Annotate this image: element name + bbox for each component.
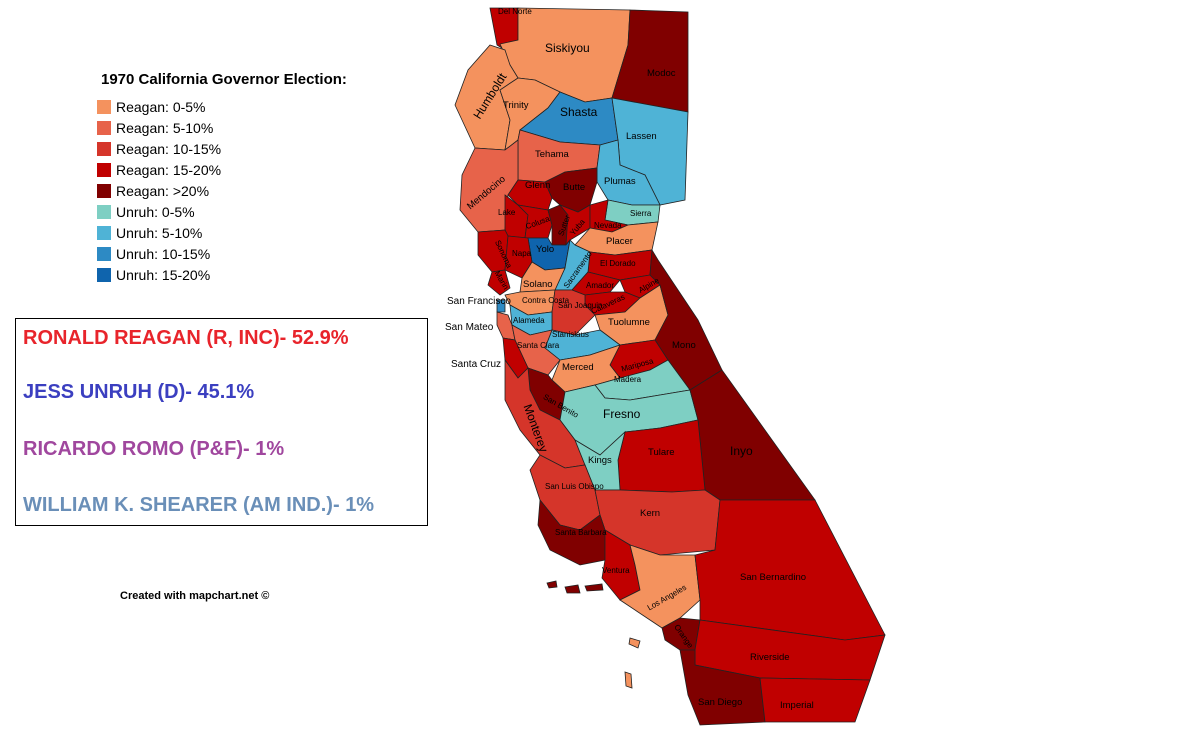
label-fresno: Fresno [603, 407, 641, 421]
label-del-norte: Del Norte [498, 7, 532, 16]
label-san-joaquin: San Joaquin [558, 301, 602, 310]
legend-swatch [97, 246, 111, 261]
legend-swatch [97, 267, 111, 282]
map-legend: 1970 California Governor Election: Reaga… [97, 70, 347, 285]
county-imperial [759, 677, 871, 723]
label-glenn: Glenn [525, 180, 550, 191]
label-imperial: Imperial [780, 700, 814, 711]
legend-label: Unruh: 10-15% [116, 245, 211, 262]
county-yuba [558, 204, 591, 247]
label-sierra: Sierra [630, 209, 652, 218]
legend-label: Reagan: 5-10% [116, 119, 214, 136]
legend-swatch [97, 204, 111, 219]
label-mono: Mono [672, 340, 696, 351]
result-romo: RICARDO ROMO (P&F)- 1% [23, 438, 285, 460]
legend-swatch [97, 162, 111, 177]
label-san-francisco: San Francisco [447, 296, 511, 307]
legend-item: Unruh: 5-10% [97, 222, 347, 243]
legend-item: Reagan: 15-20% [97, 159, 347, 180]
result-reagan: RONALD REAGAN (R, INC)- 52.9% [23, 327, 349, 349]
label-tehama: Tehama [535, 149, 570, 160]
label-placer: Placer [606, 236, 633, 247]
label-lassen: Lassen [626, 131, 657, 142]
island-san-miguel [546, 580, 558, 589]
legend-swatch [97, 183, 111, 198]
legend-item: Unruh: 15-20% [97, 264, 347, 285]
label-alameda: Alameda [513, 316, 545, 325]
legend-swatch [97, 141, 111, 156]
label-madera: Madera [614, 375, 642, 384]
label-san-bernardino: San Bernardino [740, 572, 806, 583]
legend-swatch [97, 225, 111, 240]
island-san-clemente [624, 671, 633, 689]
county-marin [487, 269, 511, 296]
label-san-diego: San Diego [698, 697, 742, 708]
label-kern: Kern [640, 508, 660, 519]
result-shearer: WILLIAM K. SHEARER (AM IND.)- 1% [23, 494, 375, 516]
label-butte: Butte [563, 182, 585, 193]
label-contra-costa: Contra Costa [522, 296, 570, 305]
label-modoc: Modoc [647, 68, 676, 79]
legend-item: Reagan: 10-15% [97, 138, 347, 159]
label-ventura: Ventura [602, 566, 630, 575]
island-santa-rosa [564, 584, 581, 594]
credit-text: Created with mapchart.net © [120, 590, 270, 602]
legend-label: Unruh: 0-5% [116, 203, 195, 220]
label-tuolumne: Tuolumne [608, 317, 650, 328]
legend-item: Unruh: 10-15% [97, 243, 347, 264]
legend-item: Reagan: >20% [97, 180, 347, 201]
legend-label: Unruh: 5-10% [116, 224, 203, 241]
label-plumas: Plumas [604, 176, 636, 187]
county-san-francisco [496, 299, 506, 313]
label-san-luis: San Luis Obispo [545, 482, 604, 491]
label-inyo: Inyo [730, 444, 753, 458]
legend-label: Unruh: 15-20% [116, 266, 211, 283]
label-shasta: Shasta [560, 105, 598, 119]
county-inyo [689, 369, 816, 501]
label-riverside: Riverside [750, 652, 790, 663]
label-el-dorado: El Dorado [600, 259, 636, 268]
label-nevada: Nevada [594, 221, 622, 230]
label-amador: Amador [586, 281, 614, 290]
label-tulare: Tulare [648, 447, 675, 458]
legend-item: Unruh: 0-5% [97, 201, 347, 222]
label-siskiyou: Siskiyou [545, 41, 590, 55]
legend-label: Reagan: 0-5% [116, 98, 206, 115]
legend-title: 1970 California Governor Election: [101, 71, 347, 88]
island-catalina [628, 637, 641, 649]
label-merced: Merced [562, 362, 594, 373]
legend-label: Reagan: >20% [116, 182, 210, 199]
legend-label: Reagan: 15-20% [116, 161, 222, 178]
legend-label: Reagan: 10-15% [116, 140, 222, 157]
label-santa-clara: Santa Clara [517, 341, 560, 350]
legend-item: Reagan: 5-10% [97, 117, 347, 138]
label-yolo: Yolo [536, 244, 554, 255]
legend-swatch [97, 99, 111, 114]
label-santa-cruz: Santa Cruz [451, 359, 501, 370]
county-san-bernardino [694, 499, 886, 641]
island-santa-cruz [584, 583, 604, 592]
label-solano: Solano [523, 279, 553, 290]
legend-swatch [97, 120, 111, 135]
label-lake: Lake [498, 208, 516, 217]
label-stanislaus: Stanislaus [552, 330, 589, 339]
results-box: RONALD REAGAN (R, INC)- 52.9% JESS UNRUH… [15, 318, 428, 526]
label-napa: Napa [512, 249, 532, 258]
label-trinity: Trinity [503, 100, 529, 111]
label-santa-barbara: Santa Barbara [555, 528, 607, 537]
label-san-mateo: San Mateo [445, 322, 494, 333]
label-kings: Kings [588, 455, 612, 466]
result-unruh: JESS UNRUH (D)- 45.1% [23, 381, 255, 403]
legend-item: Reagan: 0-5% [97, 96, 347, 117]
